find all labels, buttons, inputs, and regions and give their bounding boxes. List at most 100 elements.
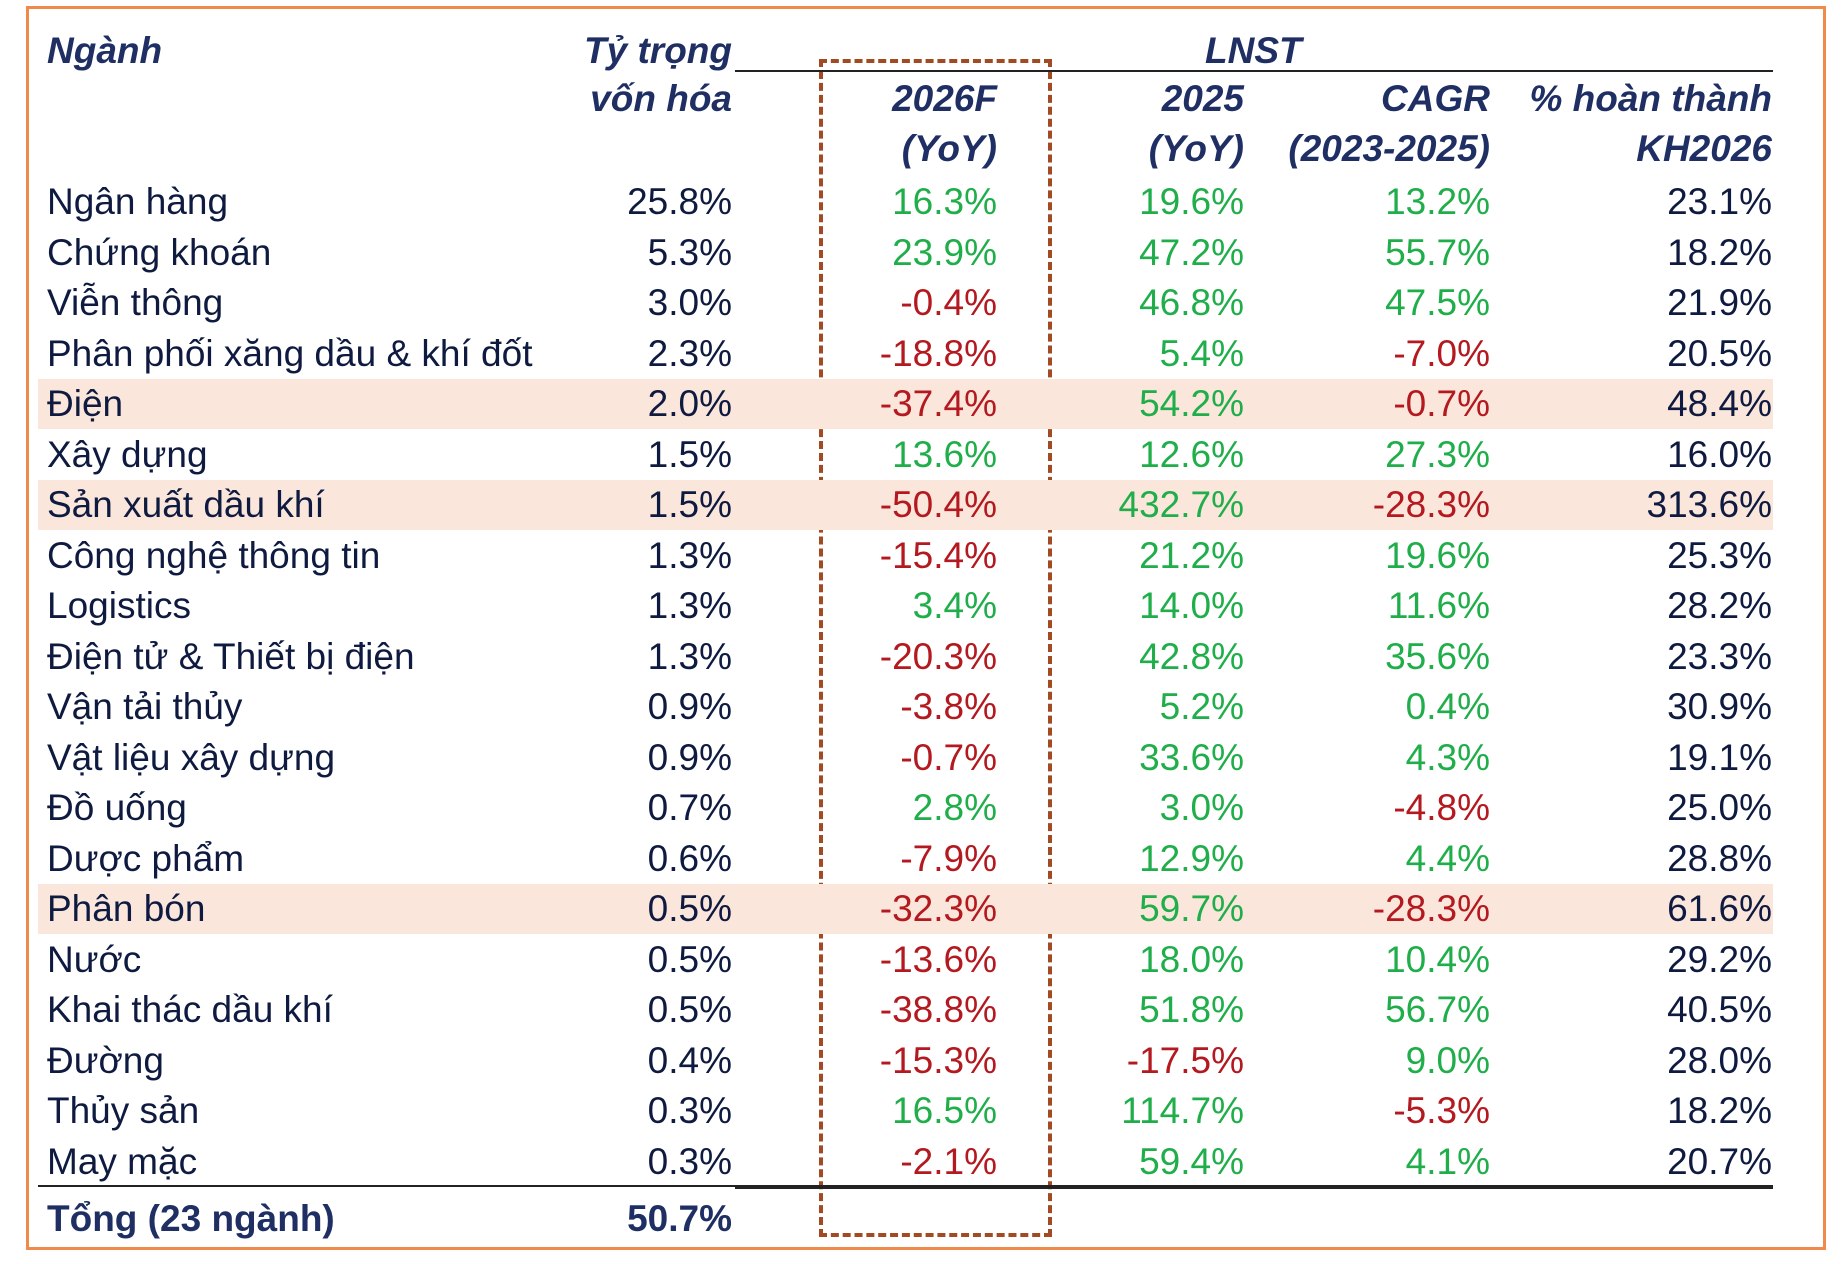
f2026-cell: -15.3%: [879, 1039, 997, 1081]
weight-cell: 0.6%: [647, 837, 732, 879]
completion-cell: 16.0%: [1667, 433, 1772, 475]
completion-cell: 21.9%: [1667, 282, 1772, 323]
lnst-bottom-line: [735, 1187, 1773, 1189]
f2026-cell: -15.4%: [879, 534, 997, 576]
cagr-cell: 27.3%: [1385, 433, 1490, 475]
header-2026f: 2026F: [892, 78, 997, 119]
total-label: Tổng (23 ngành): [47, 1198, 335, 1239]
header-hoan-thanh: % hoàn thành: [1529, 78, 1772, 119]
y2025-cell: 5.2%: [1159, 686, 1244, 727]
cagr-cell: 35.6%: [1385, 635, 1490, 677]
y2025-cell: 54.2%: [1139, 383, 1244, 424]
weight-cell: 0.5%: [647, 938, 732, 980]
row-name: Dược phẩm: [47, 837, 245, 879]
weight-cell: 0.9%: [647, 736, 732, 778]
weight-cell: 1.5%: [647, 484, 732, 525]
row-name: Viễn thông: [47, 282, 224, 323]
weight-cell: 0.5%: [647, 989, 732, 1030]
completion-cell: 19.1%: [1667, 736, 1772, 778]
table-frame: [26, 6, 1826, 1250]
completion-cell: 28.8%: [1667, 837, 1772, 879]
completion-cell: 25.0%: [1667, 787, 1772, 828]
cagr-cell: -28.3%: [1372, 484, 1490, 525]
f2026-cell: -2.1%: [900, 1140, 997, 1182]
y2025-cell: 5.4%: [1159, 332, 1244, 374]
completion-cell: 28.2%: [1667, 585, 1772, 626]
completion-cell: 23.3%: [1667, 635, 1772, 677]
y2025-cell: 114.7%: [1121, 1090, 1244, 1131]
cagr-cell: 4.1%: [1405, 1140, 1490, 1182]
completion-cell: 23.1%: [1667, 181, 1772, 222]
f2026-cell: -20.3%: [879, 635, 997, 677]
weight-cell: 1.5%: [647, 433, 732, 475]
weight-cell: 0.9%: [647, 686, 732, 727]
row-name: Đường: [47, 1039, 164, 1081]
row-name: Đồ uống: [47, 787, 187, 828]
f2026-cell: -38.8%: [879, 989, 997, 1030]
completion-cell: 30.9%: [1667, 686, 1772, 727]
f2026-cell: 23.9%: [892, 231, 997, 273]
completion-cell: 18.2%: [1667, 1090, 1772, 1131]
y2025-cell: 21.2%: [1139, 534, 1244, 576]
cagr-cell: 11.6%: [1387, 585, 1490, 626]
f2026-cell: -18.8%: [879, 332, 997, 374]
weight-cell: 3.0%: [647, 282, 732, 323]
weight-cell: 5.3%: [647, 231, 732, 273]
cagr-cell: -0.7%: [1393, 383, 1490, 424]
row-name: Logistics: [47, 585, 191, 626]
row-name: Xây dựng: [47, 433, 208, 475]
header-2025-yoy: (YoY): [1148, 128, 1244, 169]
highlight-row-band: [38, 480, 1773, 530]
y2025-cell: 51.8%: [1139, 989, 1244, 1030]
header-kh2026: KH2026: [1636, 128, 1772, 169]
y2025-cell: 14.0%: [1139, 585, 1244, 626]
weight-cell: 0.3%: [647, 1140, 732, 1182]
y2025-cell: -17.5%: [1126, 1039, 1244, 1081]
f2026-cell: -32.3%: [879, 888, 997, 929]
completion-cell: 20.5%: [1667, 332, 1772, 374]
f2026-cell: 2.8%: [912, 787, 997, 828]
cagr-cell: -28.3%: [1372, 888, 1490, 929]
cagr-cell: 47.5%: [1385, 282, 1490, 323]
highlight-row-band: [38, 379, 1773, 429]
row-name: Khai thác dầu khí: [47, 989, 333, 1030]
header-2025: 2025: [1161, 78, 1244, 119]
row-name: Vật liệu xây dựng: [47, 736, 336, 778]
cagr-cell: 9.0%: [1405, 1039, 1490, 1081]
cagr-cell: -4.8%: [1393, 787, 1490, 828]
cagr-cell: 4.3%: [1405, 736, 1490, 778]
header-lnst: LNST: [1205, 30, 1302, 71]
weight-cell: 0.5%: [647, 888, 732, 929]
y2025-cell: 47.2%: [1139, 231, 1244, 273]
row-name: Công nghệ thông tin: [47, 534, 381, 576]
cagr-cell: 19.6%: [1385, 534, 1490, 576]
weight-cell: 0.4%: [647, 1039, 732, 1081]
row-name: May mặc: [47, 1140, 198, 1182]
row-name: Vận tải thủy: [47, 686, 243, 727]
f2026-cell: 16.5%: [892, 1090, 997, 1131]
cagr-cell: 10.4%: [1385, 938, 1490, 980]
completion-cell: 313.6%: [1646, 484, 1773, 525]
row-name: Sản xuất dầu khí: [47, 484, 325, 525]
f2026-cell: -37.4%: [879, 383, 997, 424]
y2025-cell: 42.8%: [1139, 635, 1244, 677]
weight-cell: 1.3%: [647, 585, 732, 626]
header-cagr: CAGR: [1381, 78, 1490, 119]
completion-cell: 48.4%: [1667, 383, 1772, 424]
y2025-cell: 3.0%: [1159, 787, 1244, 828]
completion-cell: 61.6%: [1667, 888, 1772, 929]
y2025-cell: 46.8%: [1139, 282, 1244, 323]
weight-cell: 25.8%: [627, 181, 732, 222]
completion-cell: 40.5%: [1667, 989, 1772, 1030]
completion-cell: 20.7%: [1667, 1140, 1772, 1182]
y2025-cell: 19.6%: [1139, 181, 1244, 222]
total-separator: [38, 1185, 1773, 1187]
cagr-cell: 55.7%: [1385, 231, 1490, 273]
completion-cell: 28.0%: [1667, 1039, 1772, 1081]
cagr-cell: 13.2%: [1385, 181, 1490, 222]
f2026-cell: -7.9%: [900, 837, 997, 879]
y2025-cell: 59.4%: [1139, 1140, 1244, 1182]
row-name: Chứng khoán: [47, 231, 272, 273]
f2026-cell: -0.4%: [900, 282, 997, 323]
weight-cell: 1.3%: [647, 635, 732, 677]
